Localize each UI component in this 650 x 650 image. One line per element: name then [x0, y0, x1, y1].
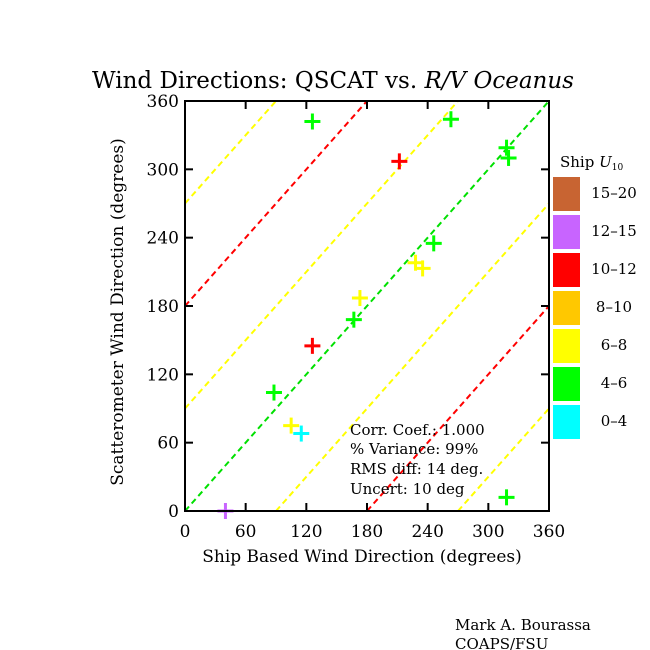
- legend-title: Ship U10: [560, 153, 623, 173]
- x-axis-label: Ship Based Wind Direction (degrees): [202, 547, 522, 567]
- x-tick-label: 240: [411, 522, 443, 542]
- stat-corr: Corr. Coef.: 1.000: [350, 421, 485, 439]
- data-point: [498, 489, 515, 506]
- stat-variance: % Variance: 99%: [350, 440, 478, 458]
- data-point: [293, 425, 310, 442]
- reference-line-3: [184, 100, 368, 307]
- legend-label: 8–10: [596, 298, 632, 316]
- chart-title: Wind Directions: QSCAT vs. R/V Oceanus: [92, 68, 574, 94]
- data-point: [265, 384, 282, 401]
- y-axis-label: Scatterometer Wind Direction (degrees): [108, 138, 128, 486]
- reference-line-2: [275, 202, 550, 512]
- legend-swatch: [553, 405, 580, 439]
- reference-line-4: [366, 305, 550, 512]
- x-ticks: 0 60 120 180 240 300 360: [180, 101, 565, 542]
- y-ticks: 0 60 120 180 240 300 360: [147, 92, 549, 522]
- data-point: [283, 417, 300, 434]
- x-tick-label: 360: [533, 522, 565, 542]
- data-point: [500, 149, 517, 166]
- legend-label: 0–4: [601, 412, 628, 430]
- y-tick-label: 180: [147, 297, 179, 317]
- legend-title-u: U: [599, 153, 613, 171]
- data-point: [391, 153, 408, 170]
- y-tick-label: 300: [147, 160, 179, 180]
- y-tick-label: 0: [168, 502, 179, 522]
- reference-line-1: [184, 100, 459, 410]
- data-point: [345, 311, 362, 328]
- y-tick-label: 360: [147, 92, 179, 112]
- legend-swatch: [553, 177, 580, 211]
- legend-label: 10–12: [591, 260, 637, 278]
- y-tick-label: 240: [147, 229, 179, 249]
- y-tick-label: 120: [147, 365, 179, 385]
- stats-block: Corr. Coef.: 1.000 % Variance: 99% RMS d…: [350, 421, 485, 498]
- legend-label: 12–15: [591, 222, 637, 240]
- x-tick-label: 300: [472, 522, 504, 542]
- data-point: [498, 139, 515, 156]
- legend-label: 15–20: [591, 184, 637, 202]
- x-tick-label: 120: [290, 522, 322, 542]
- data-point: [304, 337, 321, 354]
- x-tick-label: 180: [351, 522, 383, 542]
- legend: Ship U10 15–20 12–15 10–12 8–10 6–8 4–6 0–4: [553, 153, 637, 439]
- data-point: [442, 111, 459, 128]
- data-point: [304, 113, 321, 130]
- legend-swatch: [553, 215, 580, 249]
- reference-line-0: [184, 100, 550, 512]
- y-tick-label: 60: [157, 434, 179, 454]
- legend-swatch: [553, 291, 580, 325]
- data-point: [414, 260, 431, 277]
- ref-lines: [184, 100, 550, 512]
- data-point: [351, 290, 368, 307]
- credit-name: Mark A. Bourassa: [455, 616, 591, 634]
- credit-org: COAPS/FSU: [455, 635, 548, 650]
- data-point: [425, 235, 442, 252]
- legend-swatch: [553, 329, 580, 363]
- legend-label: 4–6: [601, 374, 628, 392]
- stat-uncert: Uncert: 10 deg: [350, 480, 465, 498]
- legend-swatch: [553, 253, 580, 287]
- stat-rms: RMS diff: 14 deg.: [350, 460, 483, 478]
- reference-line-6: [457, 407, 550, 512]
- data-points: [217, 111, 517, 519]
- x-tick-label: 0: [180, 522, 191, 542]
- legend-swatch: [553, 367, 580, 401]
- x-tick-label: 60: [235, 522, 257, 542]
- legend-label: 6–8: [601, 336, 628, 354]
- reference-line-5: [184, 100, 277, 205]
